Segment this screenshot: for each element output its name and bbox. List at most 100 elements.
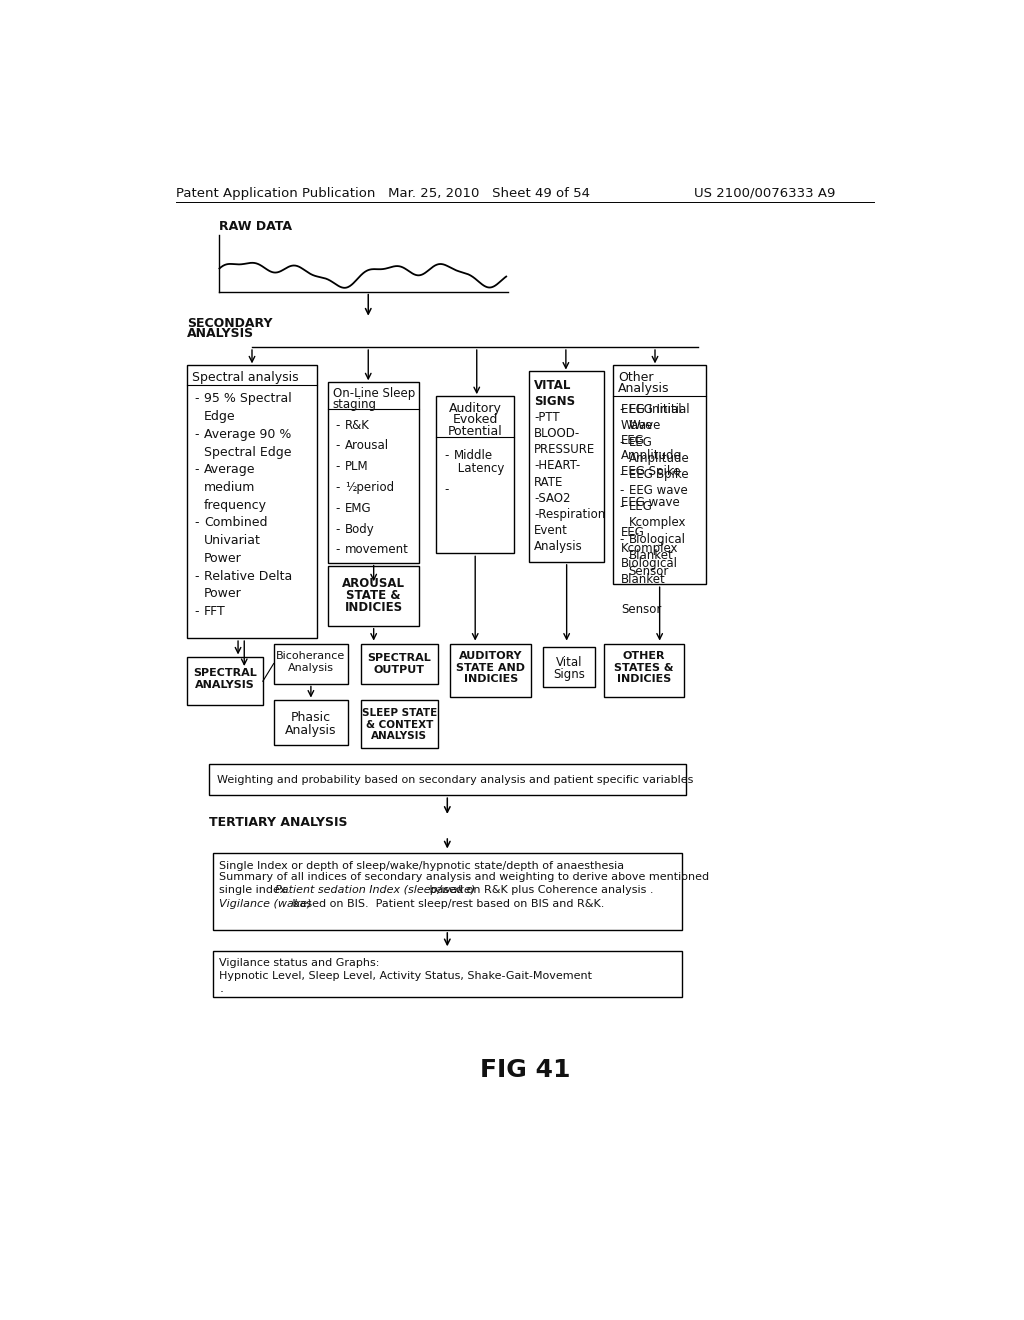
Bar xyxy=(213,853,682,929)
Text: Vigilance (wake): Vigilance (wake) xyxy=(219,899,312,909)
Text: Biological: Biological xyxy=(629,533,686,545)
Text: staging: staging xyxy=(333,397,377,411)
Bar xyxy=(360,644,438,684)
Text: STATE &: STATE & xyxy=(346,589,401,602)
Text: PLM: PLM xyxy=(345,461,369,474)
Text: VITAL: VITAL xyxy=(535,379,571,392)
Bar xyxy=(529,371,604,562)
Bar xyxy=(209,764,686,795)
Text: Blanket: Blanket xyxy=(629,549,674,562)
Text: Hypnotic Level, Sleep Level, Activity Status, Shake-Gait-Movement: Hypnotic Level, Sleep Level, Activity St… xyxy=(219,970,593,981)
Text: & CONTEXT: & CONTEXT xyxy=(366,719,433,730)
Text: AUDITORY: AUDITORY xyxy=(459,651,522,661)
Text: -: - xyxy=(336,418,340,432)
Text: Wave: Wave xyxy=(629,420,662,433)
Text: -: - xyxy=(336,480,340,494)
Bar xyxy=(604,644,684,697)
Text: Analysis: Analysis xyxy=(617,383,670,396)
Text: RAW DATA: RAW DATA xyxy=(219,219,293,232)
Text: US 2100/0076333 A9: US 2100/0076333 A9 xyxy=(693,186,836,199)
Text: INDICIES: INDICIES xyxy=(464,675,518,684)
Text: -: - xyxy=(620,484,624,498)
Text: Edge: Edge xyxy=(204,411,236,424)
Bar xyxy=(187,364,317,638)
Text: -: - xyxy=(444,483,449,496)
Text: Potential: Potential xyxy=(447,425,503,438)
Text: EEG Initial: EEG Initial xyxy=(621,404,682,416)
Text: Average: Average xyxy=(204,463,255,477)
Text: Patient sedation Index (sleep/wake): Patient sedation Index (sleep/wake) xyxy=(275,886,475,895)
Text: Arousal: Arousal xyxy=(345,440,389,453)
Text: Analysis: Analysis xyxy=(535,540,583,553)
Text: -: - xyxy=(336,523,340,536)
Text: ·: · xyxy=(219,986,223,999)
Text: -: - xyxy=(195,570,199,582)
Text: medium: medium xyxy=(204,480,255,494)
Text: TERTIARY ANALYSIS: TERTIARY ANALYSIS xyxy=(209,816,348,829)
Text: Analysis: Analysis xyxy=(285,723,337,737)
Text: EEG: EEG xyxy=(629,500,652,513)
Text: EEG Spike: EEG Spike xyxy=(621,465,681,478)
Text: ANALYSIS: ANALYSIS xyxy=(195,681,255,690)
Text: Vigilance status and Graphs:: Vigilance status and Graphs: xyxy=(219,958,380,969)
Bar xyxy=(544,647,595,686)
Text: Spectral analysis: Spectral analysis xyxy=(191,371,298,384)
Text: Power: Power xyxy=(204,587,242,601)
Text: Amplitude: Amplitude xyxy=(621,449,682,462)
Text: EEG Spike: EEG Spike xyxy=(629,469,688,480)
Text: -HEART-: -HEART- xyxy=(535,459,581,473)
Text: On-Line Sleep: On-Line Sleep xyxy=(333,387,415,400)
Text: Kcomplex: Kcomplex xyxy=(621,543,679,554)
Text: Blanket: Blanket xyxy=(621,573,666,586)
Text: Latency: Latency xyxy=(454,462,504,475)
Text: -: - xyxy=(620,500,624,513)
Bar xyxy=(360,701,438,748)
Text: STATES &: STATES & xyxy=(614,663,674,673)
Text: Patent Application Publication   Mar. 25, 2010   Sheet 49 of 54: Patent Application Publication Mar. 25, … xyxy=(176,186,590,199)
Text: -: - xyxy=(336,440,340,453)
Text: OUTPUT: OUTPUT xyxy=(374,665,425,675)
Text: RATE: RATE xyxy=(535,475,563,488)
Text: -: - xyxy=(444,449,449,462)
Text: 95 % Spectral: 95 % Spectral xyxy=(204,392,292,405)
Text: INDICIES: INDICIES xyxy=(617,675,672,684)
Text: Event: Event xyxy=(535,524,568,537)
Bar xyxy=(328,566,420,626)
Text: -SAO2: -SAO2 xyxy=(535,492,570,504)
Text: EEG wave: EEG wave xyxy=(629,484,687,498)
Text: Biological: Biological xyxy=(621,557,678,570)
Text: Relative Delta: Relative Delta xyxy=(204,570,292,582)
Text: Weighting and probability based on secondary analysis and patient specific varia: Weighting and probability based on secon… xyxy=(217,775,693,785)
Text: -PTT: -PTT xyxy=(535,411,560,424)
Text: ANALYSIS: ANALYSIS xyxy=(372,731,427,742)
Text: Signs: Signs xyxy=(553,668,585,681)
Text: -: - xyxy=(195,392,199,405)
Text: -: - xyxy=(195,516,199,529)
Text: -: - xyxy=(195,428,199,441)
Text: Evoked: Evoked xyxy=(453,413,498,426)
Text: ½period: ½period xyxy=(345,480,394,494)
Text: Average 90 %: Average 90 % xyxy=(204,428,291,441)
Text: -: - xyxy=(620,436,624,449)
Text: -Respiration: -Respiration xyxy=(535,508,605,521)
Text: Analysis: Analysis xyxy=(288,663,334,673)
Text: AROUSAL: AROUSAL xyxy=(342,577,406,590)
Text: OTHER: OTHER xyxy=(623,651,666,661)
Text: Kcomplex: Kcomplex xyxy=(629,516,686,529)
Bar xyxy=(213,950,682,997)
Text: Phasic: Phasic xyxy=(291,711,331,725)
Text: STATE AND: STATE AND xyxy=(457,663,525,673)
Text: BLOOD-: BLOOD- xyxy=(535,428,581,440)
Text: EEG: EEG xyxy=(621,527,645,540)
Text: -: - xyxy=(336,544,340,557)
Text: Combined: Combined xyxy=(204,516,267,529)
Text: R&K: R&K xyxy=(345,418,370,432)
Text: Summary of all indices of secondary analysis and weighting to derive above menti: Summary of all indices of secondary anal… xyxy=(219,873,710,882)
Text: movement: movement xyxy=(345,544,409,557)
Text: EMG: EMG xyxy=(345,502,372,515)
Text: SPECTRAL: SPECTRAL xyxy=(193,668,257,678)
Text: Body: Body xyxy=(345,523,375,536)
Text: ANALYSIS: ANALYSIS xyxy=(187,327,254,341)
Text: EEG Initial: EEG Initial xyxy=(629,404,689,416)
Text: -: - xyxy=(620,469,624,480)
